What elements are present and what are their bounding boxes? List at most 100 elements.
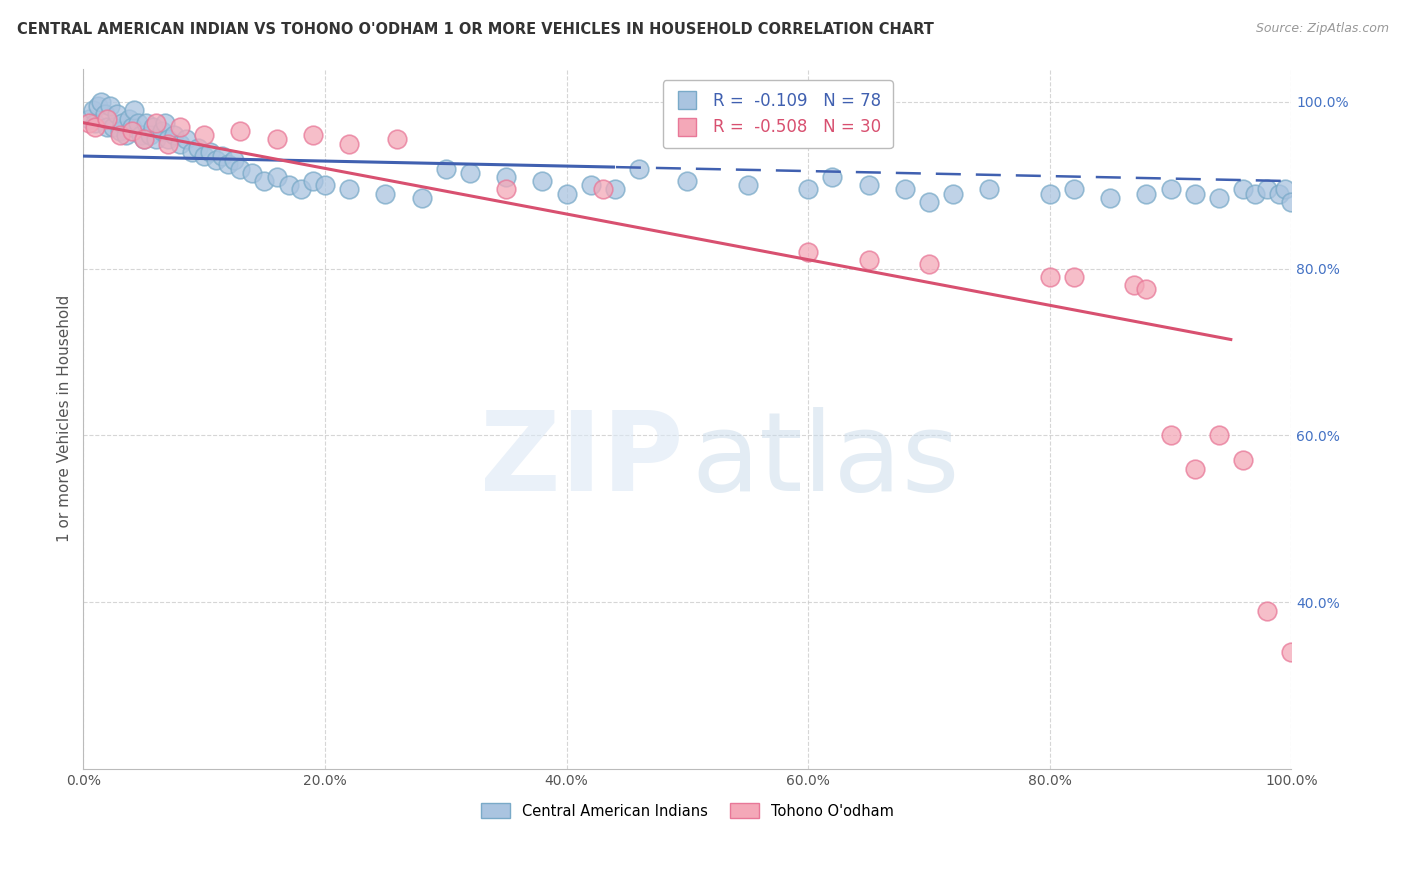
Text: CENTRAL AMERICAN INDIAN VS TOHONO O'ODHAM 1 OR MORE VEHICLES IN HOUSEHOLD CORREL: CENTRAL AMERICAN INDIAN VS TOHONO O'ODHA… [17, 22, 934, 37]
Point [132, 132, 155, 146]
Point [1039, 186, 1062, 201]
Point [277, 178, 299, 193]
Point [98, 99, 121, 113]
Point [411, 191, 433, 205]
Point [1256, 182, 1278, 196]
Point [138, 128, 160, 143]
Point [169, 120, 191, 134]
Point [290, 182, 312, 196]
Point [79, 112, 101, 126]
Point [1099, 191, 1122, 205]
Point [858, 253, 880, 268]
Point [266, 169, 288, 184]
Point [1232, 182, 1254, 196]
Point [1123, 278, 1146, 293]
Point [592, 182, 614, 196]
Point [603, 182, 626, 196]
Point [84, 116, 107, 130]
Point [1160, 182, 1182, 196]
Point [122, 103, 145, 118]
Point [242, 166, 264, 180]
Point [1279, 645, 1302, 659]
Point [1208, 191, 1230, 205]
Point [156, 136, 179, 151]
Point [266, 132, 288, 146]
Legend: Central American Indians, Tohono O'odham: Central American Indians, Tohono O'odham [475, 797, 900, 825]
Point [105, 107, 128, 121]
Point [193, 128, 215, 143]
Point [229, 124, 252, 138]
Point [142, 120, 165, 134]
Point [531, 174, 554, 188]
Point [979, 182, 1001, 196]
Point [135, 116, 157, 130]
Point [163, 128, 186, 143]
Point [1063, 182, 1085, 196]
Point [1135, 283, 1157, 297]
Point [198, 145, 221, 159]
Point [193, 149, 215, 163]
Point [90, 95, 112, 109]
Point [187, 141, 209, 155]
Point [301, 128, 323, 143]
Point [1184, 186, 1206, 201]
Point [797, 244, 820, 259]
Point [374, 186, 396, 201]
Point [1063, 270, 1085, 285]
Point [1232, 453, 1254, 467]
Point [1208, 428, 1230, 442]
Point [103, 120, 125, 134]
Point [169, 136, 191, 151]
Point [129, 128, 152, 143]
Point [1268, 186, 1291, 201]
Point [737, 178, 759, 193]
Point [942, 186, 965, 201]
Point [337, 136, 360, 151]
Point [111, 116, 134, 130]
Point [87, 99, 110, 113]
Point [94, 107, 117, 121]
Point [1160, 428, 1182, 442]
Text: atlas: atlas [690, 408, 959, 515]
Point [132, 132, 155, 146]
Point [1244, 186, 1267, 201]
Point [155, 116, 177, 130]
Point [229, 161, 252, 176]
Text: ZIP: ZIP [481, 408, 683, 515]
Point [495, 182, 517, 196]
Point [205, 153, 228, 168]
Point [108, 124, 131, 138]
Point [145, 132, 167, 146]
Point [1274, 182, 1296, 196]
Point [84, 120, 107, 134]
Point [114, 128, 136, 143]
Point [156, 132, 179, 146]
Point [253, 174, 276, 188]
Point [96, 112, 118, 126]
Point [627, 161, 650, 176]
Point [434, 161, 457, 176]
Point [387, 132, 409, 146]
Point [145, 116, 167, 130]
Point [918, 194, 941, 209]
Point [893, 182, 915, 196]
Point [821, 169, 844, 184]
Point [676, 174, 699, 188]
Point [337, 182, 360, 196]
Point [211, 149, 233, 163]
Point [174, 132, 197, 146]
Point [150, 124, 173, 138]
Point [121, 120, 143, 134]
Point [79, 116, 101, 130]
Point [1256, 603, 1278, 617]
Point [1184, 462, 1206, 476]
Point [127, 116, 149, 130]
Point [918, 257, 941, 271]
Point [181, 145, 204, 159]
Point [1135, 186, 1157, 201]
Point [858, 178, 880, 193]
Point [458, 166, 481, 180]
Point [96, 120, 118, 134]
Point [82, 103, 104, 118]
Point [118, 112, 141, 126]
